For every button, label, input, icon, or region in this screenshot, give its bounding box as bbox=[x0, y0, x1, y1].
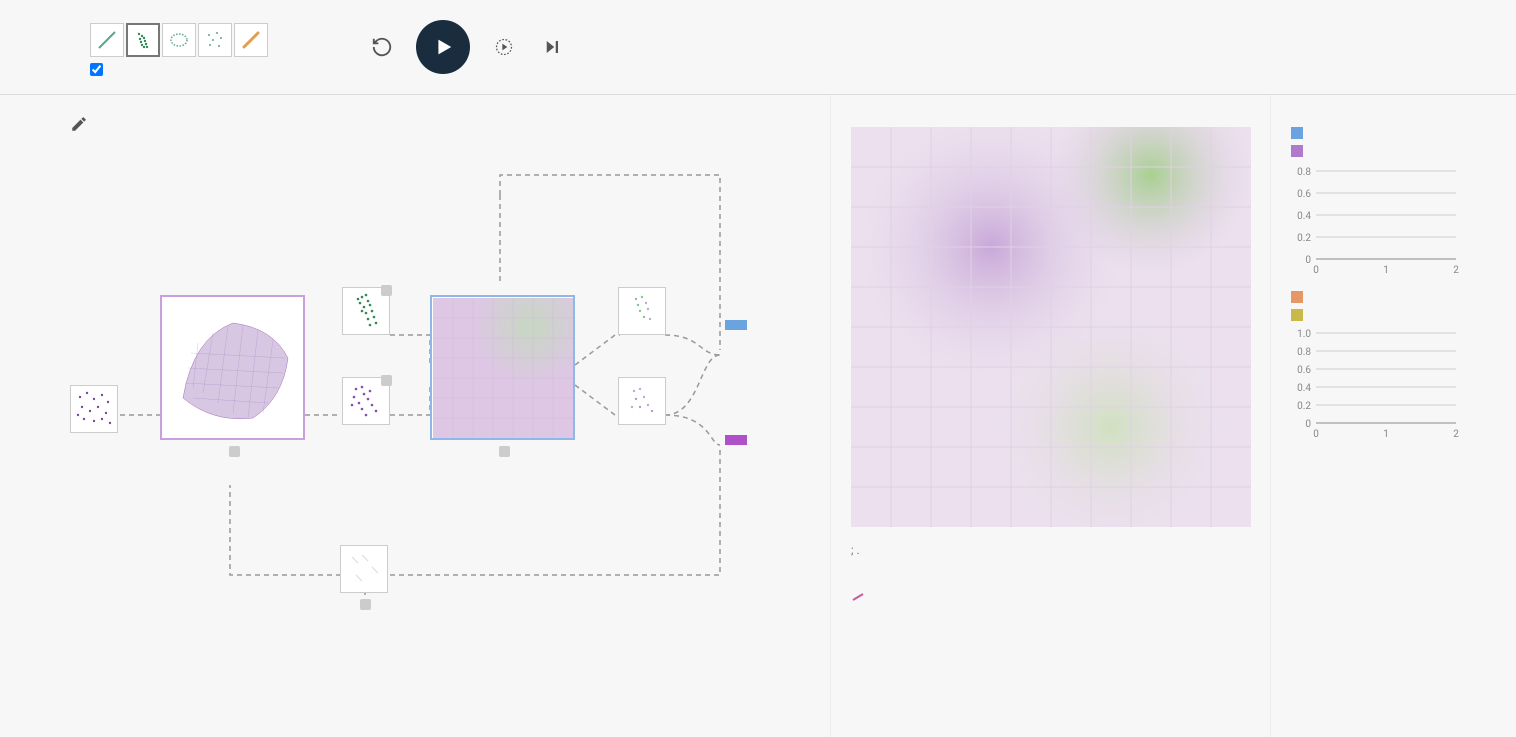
noise-node[interactable] bbox=[70, 385, 118, 437]
svg-text:1: 1 bbox=[1383, 265, 1389, 276]
edit-icon[interactable] bbox=[70, 115, 88, 133]
svg-text:0.4: 0.4 bbox=[1297, 383, 1311, 394]
dist-option-cluster[interactable] bbox=[126, 23, 160, 57]
loss-legend bbox=[1291, 127, 1496, 157]
svg-text:0.2: 0.2 bbox=[1297, 233, 1311, 244]
divergence-chart[interactable]: 1.00.80.60.40.20 012 bbox=[1291, 325, 1461, 435]
pred-fake-node[interactable] bbox=[618, 375, 666, 425]
dist-option-line[interactable] bbox=[90, 23, 124, 57]
discriminator-loss bbox=[725, 320, 747, 334]
layered-caption: ; . bbox=[851, 541, 1250, 607]
play-button[interactable] bbox=[416, 20, 470, 74]
dist-option-diag[interactable] bbox=[234, 23, 268, 57]
pretrained-checkbox[interactable] bbox=[90, 63, 268, 76]
svg-text:0.6: 0.6 bbox=[1297, 365, 1311, 376]
gradients-bottom-node[interactable] bbox=[340, 545, 388, 611]
svg-text:0: 0 bbox=[1313, 265, 1319, 276]
pred-real-node[interactable] bbox=[618, 285, 666, 335]
distribution-section bbox=[90, 19, 268, 76]
svg-text:0.6: 0.6 bbox=[1297, 189, 1311, 200]
svg-text:0.2: 0.2 bbox=[1297, 401, 1311, 412]
graph-area bbox=[60, 145, 800, 705]
svg-text:0.8: 0.8 bbox=[1297, 347, 1311, 358]
svg-text:1.0: 1.0 bbox=[1297, 329, 1311, 340]
loss-chart[interactable]: 0.80.60.40.20 012 bbox=[1291, 161, 1461, 271]
overview-title bbox=[60, 115, 800, 133]
layered-panel: ; . bbox=[830, 95, 1270, 737]
svg-text:0: 0 bbox=[1313, 429, 1319, 440]
reset-button[interactable] bbox=[368, 33, 396, 61]
svg-text:0: 0 bbox=[1305, 255, 1311, 266]
step-button[interactable] bbox=[538, 33, 566, 61]
svg-text:2: 2 bbox=[1453, 265, 1459, 276]
svg-text:0.8: 0.8 bbox=[1297, 167, 1311, 178]
header bbox=[0, 0, 1516, 95]
svg-text:2: 2 bbox=[1453, 429, 1459, 440]
metrics-panel: 0.8 0.6 0.4 0.2 0 0 1 2 1.0 0.8 0.6 0.4 0.2 0 0 1 2 bbox=[1270, 95, 1516, 737]
fake-samples-node[interactable] bbox=[342, 375, 390, 425]
model-overview-panel bbox=[0, 95, 830, 737]
distribution-options bbox=[90, 23, 268, 57]
prediction-label bbox=[605, 443, 695, 447]
layered-viz[interactable] bbox=[851, 127, 1251, 527]
discriminator-node[interactable] bbox=[430, 295, 575, 458]
playback-controls bbox=[368, 20, 566, 74]
divergence-legend bbox=[1291, 291, 1496, 321]
svg-text:0.4: 0.4 bbox=[1297, 211, 1311, 222]
generator-node[interactable] bbox=[160, 295, 305, 458]
svg-text:0: 0 bbox=[1305, 419, 1311, 430]
slow-button[interactable] bbox=[490, 33, 518, 61]
real-samples-node[interactable] bbox=[342, 285, 390, 335]
svg-text:1: 1 bbox=[1383, 429, 1389, 440]
dist-option-scatter[interactable] bbox=[198, 23, 232, 57]
dist-option-ring[interactable] bbox=[162, 23, 196, 57]
generator-loss bbox=[725, 435, 747, 449]
